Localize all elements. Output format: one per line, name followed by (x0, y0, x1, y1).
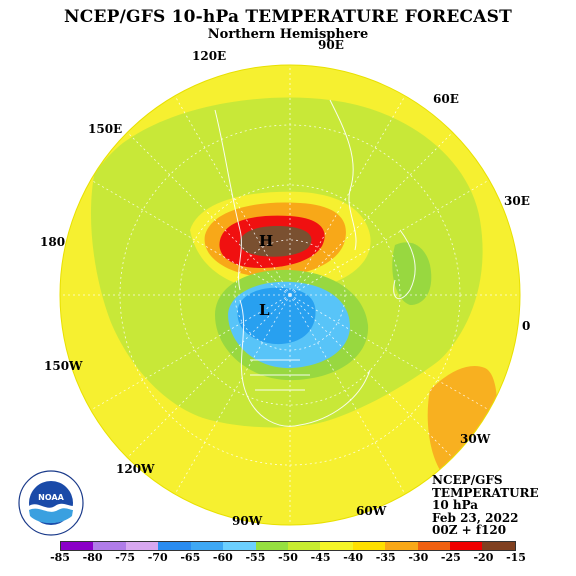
low-marker: L (259, 301, 270, 319)
info-date: Feb 23, 2022 (432, 510, 519, 525)
colorbar-tick-label: -25 (440, 551, 461, 564)
colorbar-tick-label: -75 (115, 551, 136, 564)
lon-label-30e: 30E (504, 194, 530, 208)
colorbar-swatch (158, 542, 191, 550)
colorbar-swatch (385, 542, 418, 550)
lon-label-60e: 60E (433, 92, 459, 106)
graticule (60, 65, 520, 525)
noaa-logo: NOAA (18, 470, 84, 536)
lon-label-90e: 90E (318, 38, 344, 52)
green-patch-east (392, 242, 432, 305)
colorbar-tick-label: -70 (147, 551, 168, 564)
colorbar-labels: -85 -80 -75 -70 -65 -60 -55 -50 -45 -40 -35 -30 -25-… (50, 551, 526, 565)
colorbar-swatch (93, 542, 126, 550)
info-level: 10 hPa (432, 498, 479, 512)
lon-label-30w: 30W (460, 432, 491, 446)
colorbar-tick-label: -35 (375, 551, 396, 564)
lon-label-90w: 90W (232, 514, 263, 528)
colorbar-swatch (450, 542, 483, 550)
lon-label-120w: 120W (116, 462, 155, 476)
colorbar-tick-label: -60 (212, 551, 233, 564)
colorbar-swatch (320, 542, 353, 550)
colorbar-swatch (255, 542, 288, 550)
colorbar-swatch (190, 542, 224, 550)
lon-label-120e: 120E (192, 49, 227, 63)
lon-label-0: 0 (522, 319, 531, 333)
svg-text:NOAA: NOAA (38, 493, 64, 502)
lon-label-150e: 150E (88, 122, 123, 136)
lon-label-180: 180 (40, 235, 66, 249)
colorbar-tick-label: -40 (343, 551, 364, 564)
colorbar-swatch (352, 542, 386, 550)
colorbar-tick-label: -55 (245, 551, 266, 564)
warm-patch-southeast (427, 366, 497, 481)
colorbar-tick-label: -85 (50, 551, 70, 564)
colorbar-tick-label: -45 (310, 551, 331, 564)
info-variable: TEMPERATURE (432, 485, 539, 500)
lon-label-150w: 150W (44, 359, 83, 373)
colorbar-swatch (417, 542, 451, 550)
colorbar-swatch (223, 542, 256, 550)
colorbar-swatch (125, 542, 159, 550)
colorbar-tick-label: -80 (82, 551, 103, 564)
coastlines (214, 99, 416, 427)
hemisphere-border (59, 64, 521, 526)
lon-label-60w: 60W (356, 504, 387, 518)
info-model: NCEP/GFS (432, 473, 503, 487)
page-title: NCEP/GFS 10-hPa TEMPERATURE FORECAST (64, 7, 512, 27)
info-run: 00Z + f120 (432, 523, 507, 537)
cold-core (237, 287, 316, 345)
colorbar (60, 541, 516, 551)
colorbar-tick-label: -50 (278, 551, 298, 564)
high-marker: H (259, 232, 273, 250)
colorbar-tick-label: -65 (180, 551, 201, 564)
colorbar-tick-label: -15 (506, 551, 526, 564)
colorbar-swatch (61, 542, 94, 550)
warm-core (239, 226, 312, 257)
colorbar-swatch (287, 542, 321, 550)
colorbar-tick-label: -20 (473, 551, 494, 564)
forecast-info: NCEP/GFS TEMPERATURE 10 hPa Feb 23, 2022… (432, 474, 539, 537)
page-subtitle: Northern Hemisphere (207, 27, 369, 42)
colorbar-swatch (482, 542, 515, 550)
colorbar-tick-label: -30 (408, 551, 429, 564)
